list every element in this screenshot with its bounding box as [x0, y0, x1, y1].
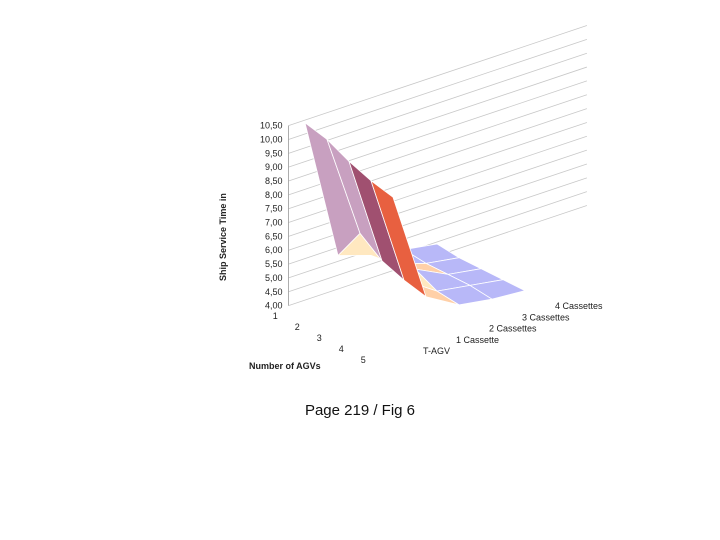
- surface-cell: [370, 179, 427, 298]
- tick-labels: 4,00 4,50 5,00 5,50 6,00 6,50 7,00 7,50 8,00 8,50…: [260, 121, 603, 365]
- y-tick-label: 1 Cassette: [456, 335, 499, 345]
- z-tick-label: 9,50: [265, 148, 283, 158]
- x-tick-label: 3: [317, 333, 322, 343]
- z-tick-label: 7,50: [265, 204, 283, 214]
- z-tick-label: 4,50: [265, 287, 283, 297]
- y-tick-label: 3 Cassettes: [522, 312, 570, 322]
- z-tick-label: 5,00: [265, 273, 283, 283]
- z-tick-label: 6,00: [265, 245, 283, 255]
- surface: [304, 121, 527, 306]
- z-tick-label: 4,00: [265, 301, 283, 311]
- wall-gridline: [288, 177, 588, 279]
- wall-gridline: [288, 52, 588, 154]
- wall-gridline: [288, 38, 588, 140]
- z-axis-title: Ship Service Time in: [218, 193, 228, 281]
- z-tick-label: 7,00: [265, 218, 283, 228]
- z-tick-label: 5,50: [265, 259, 283, 269]
- wall-gridline: [288, 191, 588, 293]
- x-tick-label: 5: [361, 355, 366, 365]
- wall-gridline: [288, 25, 588, 127]
- y-tick-label: T-AGV: [423, 346, 450, 356]
- z-tick-label: 6,50: [265, 231, 283, 241]
- z-tick-label: 8,00: [265, 190, 283, 200]
- z-tick-label: 10,00: [260, 134, 283, 144]
- figure-caption: Page 219 / Fig 6: [304, 402, 416, 419]
- x-tick-label: 2: [295, 322, 300, 332]
- y-tick-label: 2 Cassettes: [489, 324, 537, 334]
- x-tick-label: 4: [339, 344, 344, 354]
- z-tick-label: 10,50: [260, 121, 283, 131]
- z-tick-label: 8,50: [265, 176, 283, 186]
- z-tick-label: 9,00: [265, 162, 283, 172]
- x-axis-title: Number of AGVs: [249, 361, 321, 371]
- x-tick-label: 1: [273, 311, 278, 321]
- y-tick-label: 4 Cassettes: [555, 301, 603, 311]
